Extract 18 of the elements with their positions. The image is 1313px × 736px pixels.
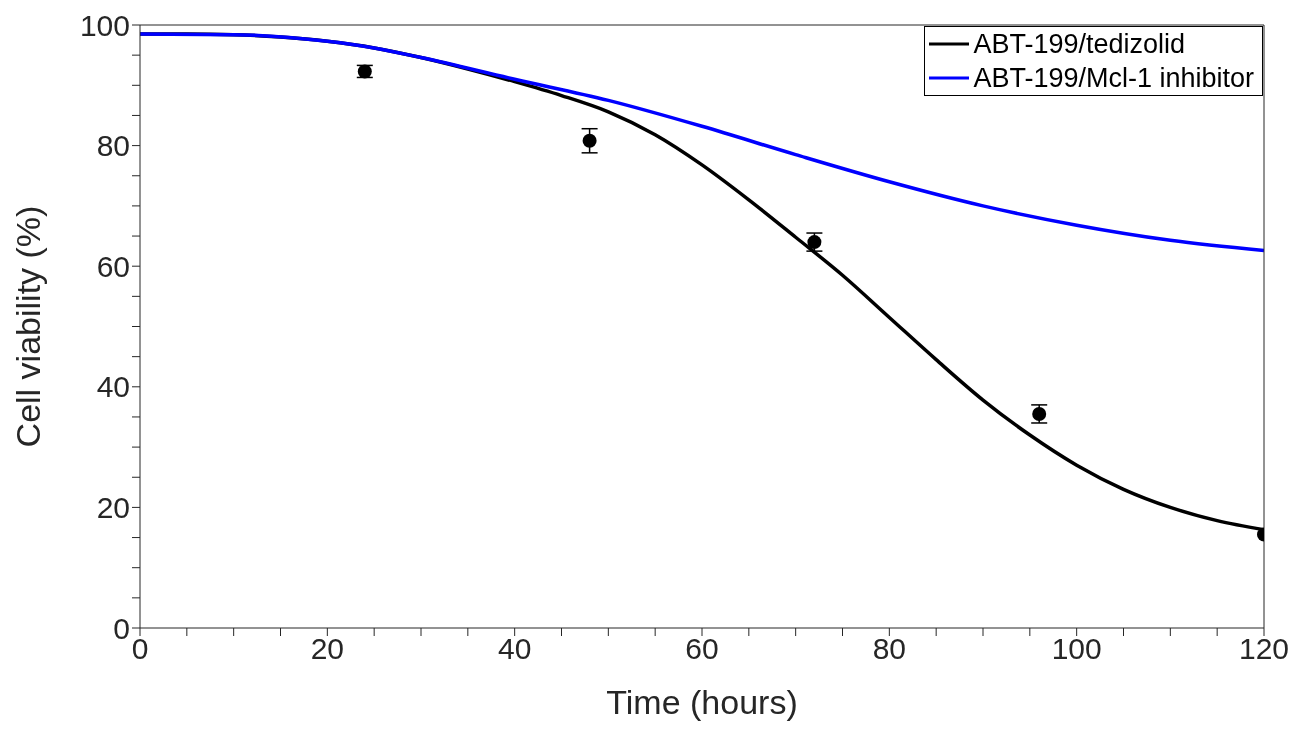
- y-tick-label: 60: [96, 249, 130, 283]
- point: [582, 133, 597, 148]
- y-axis-title: Cell viability (%): [9, 205, 48, 448]
- legend-label: ABT-199/tedizolid: [973, 28, 1185, 61]
- line-series: [140, 32, 1264, 253]
- y-tick-label: 0: [113, 611, 130, 645]
- x-tick-label: 120: [1238, 632, 1290, 666]
- x-tick-label: 100: [1051, 632, 1102, 666]
- y-tick-label: 20: [96, 491, 130, 525]
- y-tick-label: 40: [96, 370, 130, 404]
- x-axis-title: Time (hours): [606, 683, 798, 721]
- y-tick-label: 100: [79, 8, 130, 42]
- x-tick-label: 20: [310, 632, 345, 666]
- y-tick-label: 80: [96, 129, 130, 163]
- legend-label: ABT-199/Mcl-1 inhibitor: [973, 62, 1254, 95]
- x-tick-label: 80: [872, 632, 907, 666]
- x-tick-label: 40: [497, 632, 532, 666]
- x-tick-label: 60: [685, 632, 719, 666]
